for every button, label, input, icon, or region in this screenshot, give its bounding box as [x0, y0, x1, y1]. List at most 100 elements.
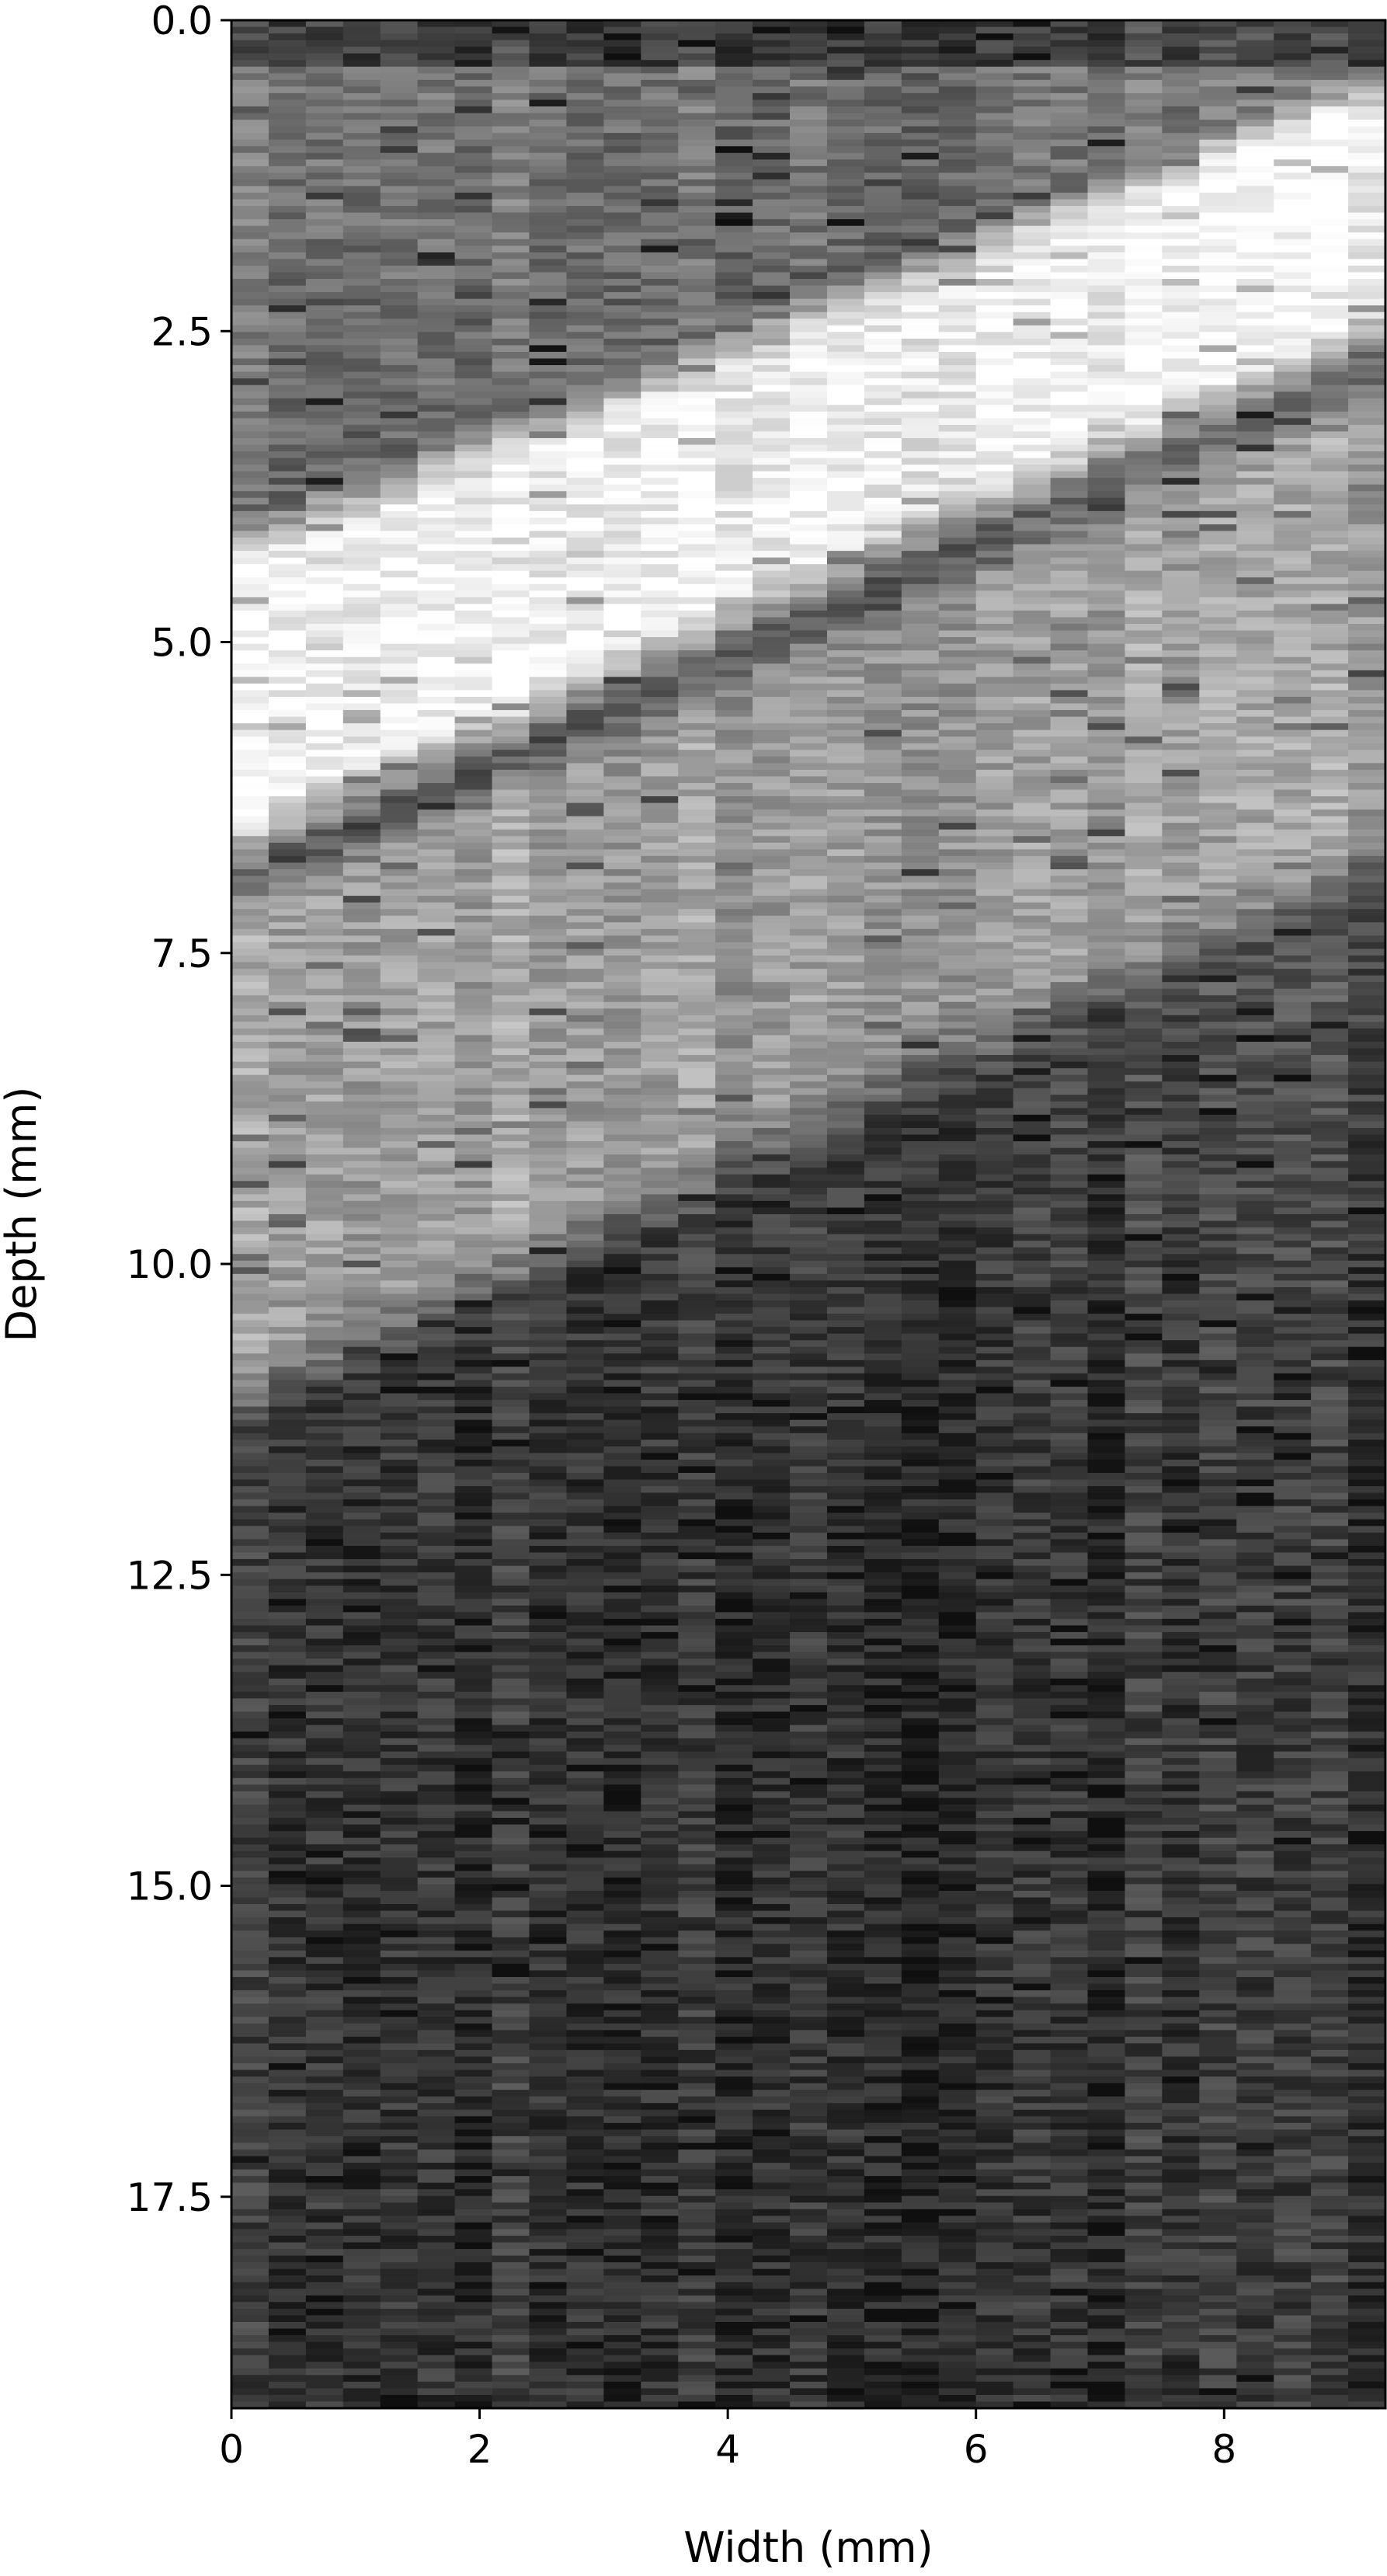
heatmap-cell: [380, 86, 419, 94]
heatmap-cell: [566, 279, 604, 287]
heatmap-cell: [231, 1406, 269, 1414]
heatmap-cell: [231, 358, 269, 366]
heatmap-cell: [231, 743, 269, 750]
heatmap-cell: [641, 418, 679, 426]
heatmap-cell: [342, 1764, 381, 1772]
heatmap-cell: [231, 1864, 269, 1871]
heatmap-cell: [566, 1280, 604, 1288]
heatmap-cell: [678, 2202, 716, 2210]
heatmap-cell: [529, 2401, 568, 2408]
heatmap-cell: [566, 1725, 604, 1732]
heatmap-cell: [603, 1565, 641, 1573]
heatmap-cell: [231, 106, 269, 114]
heatmap-cell: [342, 604, 381, 611]
heatmap-cell: [454, 842, 493, 850]
heatmap-cell: [603, 1035, 641, 1043]
heatmap-cell: [380, 113, 419, 120]
heatmap-cell: [454, 2375, 493, 2383]
heatmap-cell: [678, 2136, 716, 2144]
heatmap-cell: [231, 1499, 269, 1507]
heatmap-cell: [641, 2355, 679, 2362]
heatmap-cell: [454, 829, 493, 837]
heatmap-cell: [417, 2249, 456, 2257]
heatmap-cell: [603, 696, 641, 705]
heatmap-cell: [492, 79, 530, 87]
heatmap-cell: [231, 238, 269, 246]
heatmap-cell: [603, 292, 641, 300]
heatmap-cell: [268, 491, 307, 499]
heatmap-cell: [268, 538, 307, 545]
heatmap-cell: [454, 1108, 493, 1116]
heatmap-cell: [492, 2209, 530, 2216]
heatmap-cell: [454, 2289, 493, 2296]
heatmap-cell: [492, 219, 530, 227]
heatmap-cell: [231, 1387, 269, 1394]
heatmap-cell: [342, 437, 381, 446]
heatmap-cell: [342, 902, 381, 910]
heatmap-cell: [231, 723, 269, 731]
heatmap-cell: [454, 1061, 493, 1069]
heatmap-cell: [715, 1380, 753, 1387]
heatmap-cell: [231, 2063, 269, 2071]
heatmap-cell: [454, 915, 493, 923]
heatmap-cell: [678, 1022, 716, 1029]
heatmap-cell: [268, 796, 307, 804]
heatmap-cell: [492, 2129, 530, 2137]
heatmap-cell: [603, 1917, 641, 1925]
heatmap-cell: [492, 1492, 530, 1500]
heatmap-cell: [678, 802, 716, 810]
heatmap-cell: [603, 1499, 641, 1507]
heatmap-cell: [417, 570, 456, 578]
heatmap-cell: [678, 2302, 716, 2310]
heatmap-cell: [231, 750, 269, 757]
heatmap-cell: [231, 2235, 269, 2244]
heatmap-cell: [529, 1008, 568, 1016]
heatmap-cell: [529, 2295, 568, 2303]
heatmap-cell: [566, 1187, 604, 1195]
heatmap-cell: [454, 1725, 493, 1732]
heatmap-cell: [454, 2063, 493, 2071]
heatmap-cell: [566, 510, 604, 519]
heatmap-cell: [268, 2083, 307, 2090]
heatmap-cell: [417, 1725, 456, 1732]
heatmap-cell: [268, 1526, 307, 1533]
heatmap-cell: [603, 1738, 641, 1746]
heatmap-cell: [566, 1499, 604, 1507]
heatmap-cell: [492, 298, 530, 306]
heatmap-cell: [529, 1141, 568, 1149]
heatmap-cell: [454, 2010, 493, 2017]
heatmap-cell: [380, 1877, 419, 1885]
heatmap-cell: [715, 219, 753, 227]
heatmap-cell: [305, 1141, 344, 1149]
heatmap-cell: [603, 2169, 641, 2177]
heatmap-cell: [268, 1513, 307, 1520]
heatmap-cell: [305, 1366, 344, 1374]
heatmap-cell: [603, 305, 641, 313]
heatmap-cell: [678, 458, 716, 465]
heatmap-cell: [454, 139, 493, 147]
heatmap-cell: [454, 1439, 493, 1447]
heatmap-cell: [454, 610, 493, 618]
heatmap-cell: [380, 2315, 419, 2323]
heatmap-cell: [678, 1353, 716, 1361]
heatmap-cell: [678, 245, 716, 253]
heatmap-cell: [268, 2229, 307, 2237]
heatmap-cell: [417, 1333, 456, 1341]
heatmap-cell: [715, 1074, 753, 1082]
heatmap-cell: [417, 577, 456, 585]
heatmap-cell: [603, 896, 641, 903]
heatmap-cell: [678, 1565, 716, 1573]
heatmap-cell: [380, 1426, 419, 1434]
heatmap-cell: [566, 909, 604, 917]
heatmap-cell: [678, 1612, 716, 1620]
heatmap-cell: [641, 1691, 679, 1699]
heatmap-cell: [492, 510, 530, 519]
heatmap-cell: [492, 1359, 530, 1367]
heatmap-cell: [678, 2023, 716, 2031]
heatmap-cell: [454, 1890, 493, 1899]
heatmap-cell: [231, 1798, 269, 1805]
heatmap-cell: [268, 1068, 307, 1076]
heatmap-cell: [380, 2143, 419, 2150]
heatmap-cell: [641, 882, 679, 890]
heatmap-cell: [454, 159, 493, 167]
